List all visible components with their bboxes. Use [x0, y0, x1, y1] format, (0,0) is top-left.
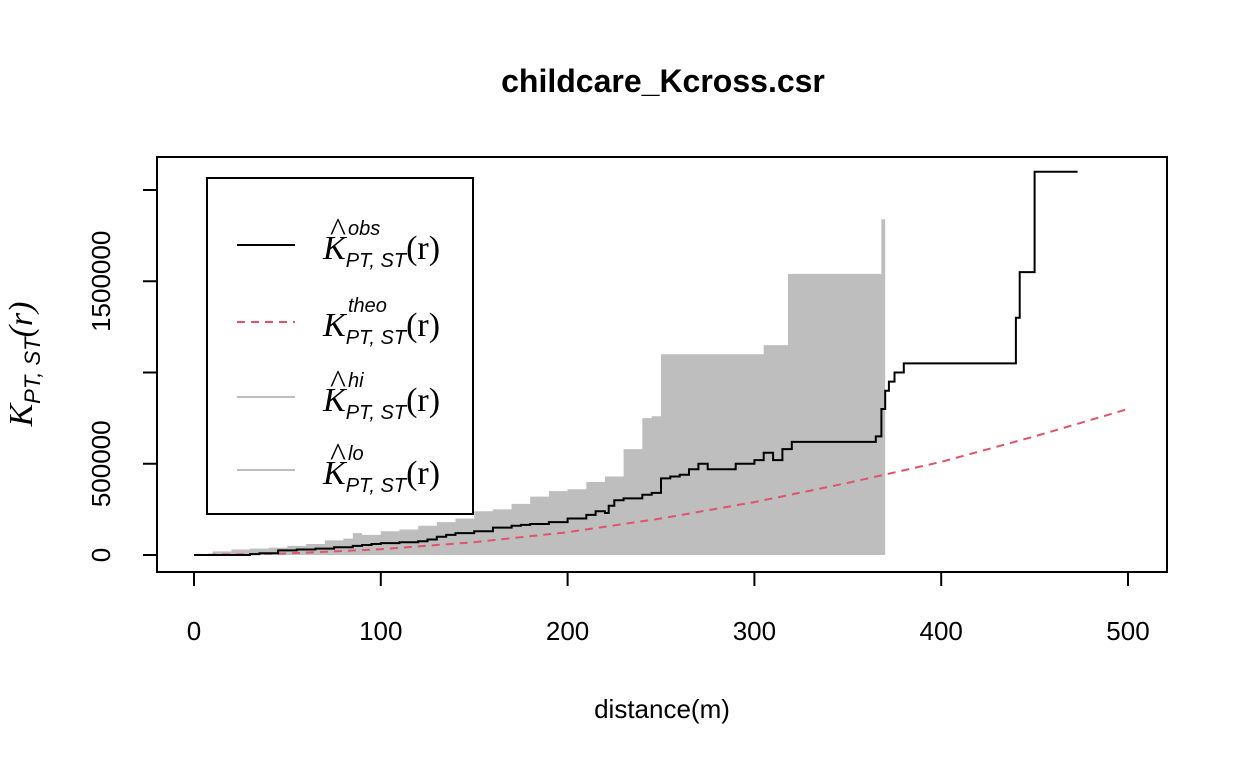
y-axis-label: KPT, ST(r) [3, 301, 45, 427]
series-obs-line [194, 170, 1078, 556]
legend-label-lo: KPT, ST(r) [322, 455, 440, 497]
y-tick-label: 500000 [86, 420, 116, 507]
legend-label-theo: KPT, ST(r) [322, 307, 440, 349]
legend-label-obs: KPT, ST(r) [322, 230, 440, 272]
x-axis: 0 100 200 300 400 500 [187, 571, 1150, 646]
x-tick-label: 200 [546, 616, 589, 646]
legend-item-theo: KPT, ST(r)theo [237, 295, 440, 349]
legend-hat-obs: ^ [330, 212, 346, 249]
y-tick-label: 1500000 [86, 231, 116, 332]
legend-item-obs: KPT, ST(r)obs^ [237, 212, 440, 272]
legend-item-lo: KPT, ST(r)lo^ [237, 437, 440, 497]
y-axis: 0 500000 1500000 [86, 189, 158, 562]
legend-box [206, 177, 474, 515]
x-tick-label: 300 [733, 616, 776, 646]
legend-sup-hi: hi [348, 370, 364, 392]
legend-label-hi: KPT, ST(r) [322, 382, 440, 424]
x-tick-label: 0 [187, 616, 201, 646]
y-label-main: K [3, 402, 40, 428]
legend-hat-hi: ^ [330, 364, 346, 401]
series-theo-line [193, 408, 1129, 556]
envelope-band-hi-lo [194, 219, 886, 555]
x-tick-label: 400 [920, 616, 963, 646]
x-axis-label: distance(m) [594, 694, 730, 724]
plot-area [193, 170, 1129, 556]
legend-sup-obs: obs [348, 218, 380, 240]
legend-sup-theo: theo [348, 295, 387, 317]
legend-item-hi: KPT, ST(r)hi^ [237, 364, 440, 424]
svg-text:KPT, ST(r): KPT, ST(r) [3, 301, 45, 427]
legend-hat-lo: ^ [330, 437, 346, 474]
x-tick-label: 500 [1106, 616, 1149, 646]
y-label-sub: PT, ST [20, 336, 45, 404]
y-tick-label: 0 [86, 548, 116, 562]
chart-title: childcare_Kcross.csr [501, 63, 825, 99]
x-tick-label: 100 [359, 616, 402, 646]
legend-sup-lo: lo [348, 443, 364, 465]
y-label-arg: (r) [3, 301, 40, 337]
